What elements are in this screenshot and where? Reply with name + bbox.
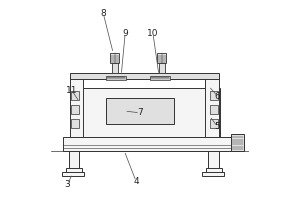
Bar	[63, 137, 236, 151]
Bar	[61, 171, 85, 176]
Bar	[112, 63, 118, 73]
Text: 5: 5	[215, 122, 220, 131]
Bar	[206, 168, 223, 172]
Bar	[70, 91, 79, 100]
Text: 11: 11	[66, 86, 77, 95]
Bar	[70, 105, 79, 114]
Bar	[159, 63, 165, 73]
Text: 7: 7	[137, 108, 143, 117]
Text: 10: 10	[147, 29, 159, 38]
Bar	[70, 78, 83, 137]
Bar	[205, 78, 218, 137]
Bar	[70, 73, 218, 79]
Bar	[150, 76, 170, 80]
Bar	[106, 98, 174, 124]
Bar	[66, 168, 83, 172]
Bar	[231, 134, 244, 151]
Bar	[110, 53, 119, 63]
Text: 3: 3	[65, 180, 70, 189]
Bar	[210, 91, 218, 100]
Bar	[69, 151, 80, 169]
Bar	[76, 88, 220, 137]
Bar	[210, 119, 218, 128]
Text: 8: 8	[100, 9, 106, 18]
Bar	[208, 151, 218, 169]
Bar	[70, 119, 79, 128]
Bar	[210, 105, 218, 114]
Text: 9: 9	[122, 29, 128, 38]
Text: 4: 4	[133, 177, 139, 186]
Bar	[157, 53, 166, 63]
Bar	[106, 76, 126, 80]
Text: 6: 6	[215, 92, 220, 101]
Bar	[202, 171, 224, 176]
